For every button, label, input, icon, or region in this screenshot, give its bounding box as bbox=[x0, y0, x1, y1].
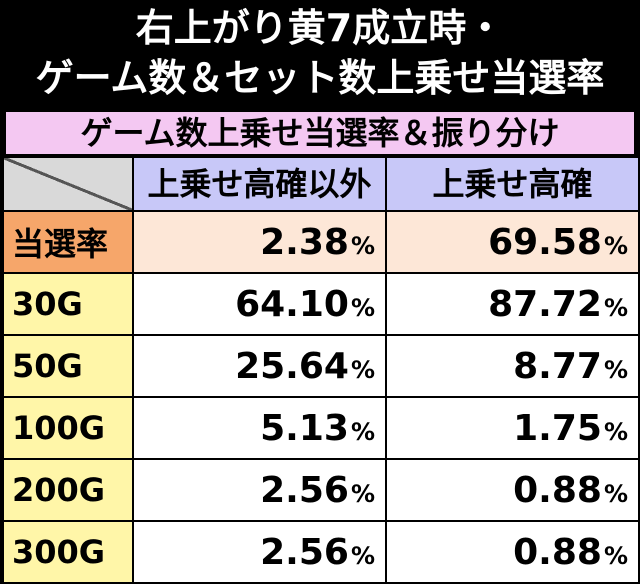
value-cell: 2.56% bbox=[132, 458, 387, 522]
value-number: 1.75 bbox=[513, 407, 602, 449]
row-label: 300G bbox=[2, 520, 134, 584]
percent-unit: % bbox=[603, 541, 628, 570]
value-number: 25.64 bbox=[235, 345, 349, 387]
value-cell: 2.56% bbox=[132, 520, 387, 584]
percent-unit: % bbox=[350, 479, 375, 508]
page-title-line-1: 右上がり黄7成立時・ bbox=[135, 6, 505, 50]
value-number: 64.10 bbox=[235, 283, 349, 325]
value-number: 0.88 bbox=[513, 531, 602, 573]
value-number: 2.56 bbox=[260, 531, 349, 573]
value-cell: 25.64% bbox=[132, 334, 387, 398]
value-cell: 5.13% bbox=[132, 396, 387, 460]
table-subtitle: ゲーム数上乗せ当選率＆振り分け bbox=[4, 110, 636, 156]
table-row: 30G 64.10% 87.72% bbox=[2, 272, 640, 336]
odds-table: 上乗せ高確以外 上乗せ高確 当選率 2.38% 69.58% 30G 64.10… bbox=[2, 156, 640, 584]
value-cell: 1.75% bbox=[385, 396, 640, 460]
value-number: 69.58 bbox=[488, 221, 602, 263]
percent-unit: % bbox=[350, 231, 375, 260]
table-row: 300G 2.56% 0.88% bbox=[2, 520, 640, 584]
column-header-high: 上乗せ高確 bbox=[385, 156, 640, 212]
table-header-row: 上乗せ高確以外 上乗せ高確 bbox=[2, 156, 640, 212]
value-cell: 0.88% bbox=[385, 520, 640, 584]
value-number: 0.88 bbox=[513, 469, 602, 511]
value-number: 87.72 bbox=[488, 283, 602, 325]
value-number: 2.38 bbox=[260, 221, 349, 263]
percent-unit: % bbox=[350, 541, 375, 570]
row-label: 当選率 bbox=[2, 210, 134, 274]
row-label: 30G bbox=[2, 272, 134, 336]
value-cell: 69.58% bbox=[385, 210, 640, 274]
value-number: 8.77 bbox=[513, 345, 602, 387]
value-number: 5.13 bbox=[260, 407, 349, 449]
value-number: 2.56 bbox=[260, 469, 349, 511]
percent-unit: % bbox=[603, 479, 628, 508]
column-header-normal: 上乗せ高確以外 bbox=[132, 156, 387, 212]
table-row: 200G 2.56% 0.88% bbox=[2, 458, 640, 522]
table-row: 50G 25.64% 8.77% bbox=[2, 334, 640, 398]
percent-unit: % bbox=[350, 355, 375, 384]
value-cell: 0.88% bbox=[385, 458, 640, 522]
row-label: 100G bbox=[2, 396, 134, 460]
percent-unit: % bbox=[603, 417, 628, 446]
row-label: 50G bbox=[2, 334, 134, 398]
percent-unit: % bbox=[350, 293, 375, 322]
value-cell: 2.38% bbox=[132, 210, 387, 274]
value-cell: 64.10% bbox=[132, 272, 387, 336]
percent-unit: % bbox=[603, 231, 628, 260]
value-cell: 8.77% bbox=[385, 334, 640, 398]
title-area: 右上がり黄7成立時・ ゲーム数＆セット数上乗せ当選率 bbox=[0, 0, 640, 108]
value-cell: 87.72% bbox=[385, 272, 640, 336]
percent-unit: % bbox=[603, 355, 628, 384]
corner-cell bbox=[2, 156, 134, 212]
percent-unit: % bbox=[603, 293, 628, 322]
table-row: 当選率 2.38% 69.58% bbox=[2, 210, 640, 274]
page-title-line-2: ゲーム数＆セット数上乗せ当選率 bbox=[35, 56, 605, 100]
percent-unit: % bbox=[350, 417, 375, 446]
table-row: 100G 5.13% 1.75% bbox=[2, 396, 640, 460]
row-label: 200G bbox=[2, 458, 134, 522]
